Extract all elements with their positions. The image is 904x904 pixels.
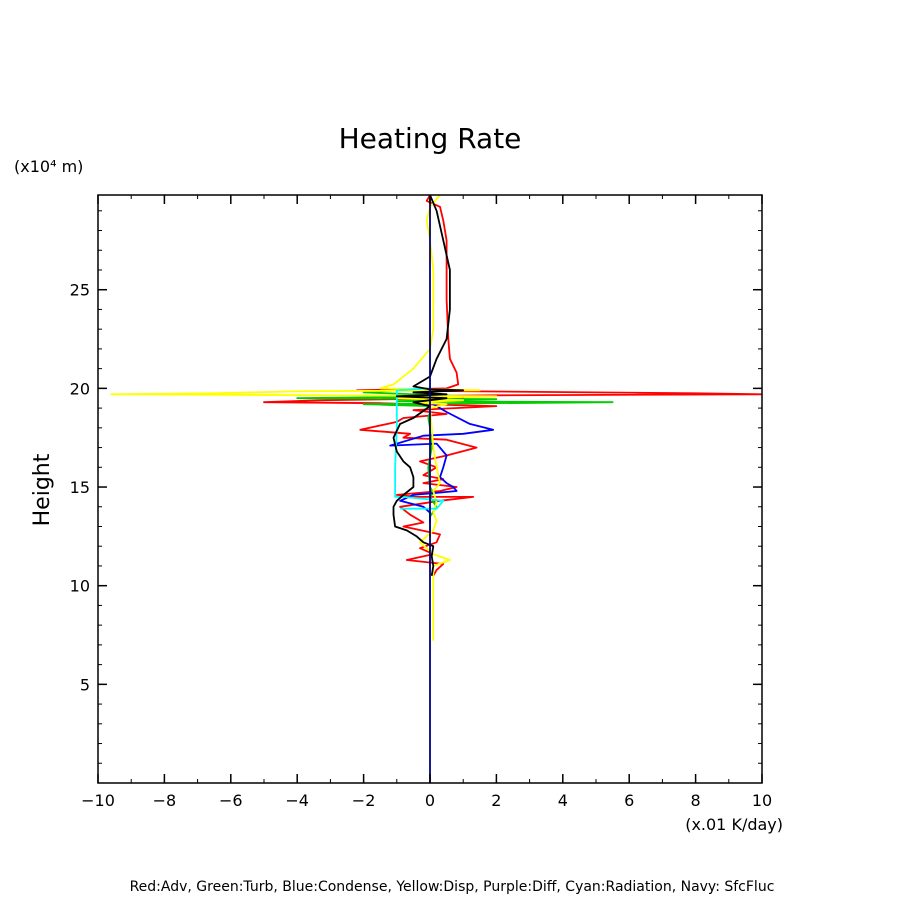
x-tick-label: 10 <box>752 791 772 810</box>
series-line-radiation <box>394 387 445 510</box>
y-tick-label: 15 <box>70 478 90 497</box>
x-tick-label: −8 <box>153 791 177 810</box>
y-tick-label: 5 <box>80 675 90 694</box>
y-axis-unit: (x10⁴ m) <box>14 157 83 176</box>
x-tick-label: 4 <box>558 791 568 810</box>
series-line-net <box>392 195 465 576</box>
x-axis-unit: (x.01 K/day) <box>685 815 783 834</box>
y-axis-label: Height <box>30 453 55 526</box>
legend-caption: Red:Adv, Green:Turb, Blue:Condense, Yell… <box>130 879 775 895</box>
x-tick-label: −4 <box>285 791 309 810</box>
axis-ticks: −10 −8 −6 −4 −2 0 2 4 6 8 10 5 10 15 20 25 <box>70 195 772 810</box>
series-line-disp <box>110 195 498 641</box>
y-tick-label: 25 <box>70 281 90 300</box>
series-line-condense <box>389 392 495 523</box>
x-tick-label: 2 <box>491 791 501 810</box>
x-tick-label: −10 <box>81 791 115 810</box>
y-tick-label: 20 <box>70 379 90 398</box>
series-layer <box>110 195 762 783</box>
x-tick-label: 0 <box>425 791 435 810</box>
series-line-turb <box>296 387 614 537</box>
series-line-adv <box>263 195 762 577</box>
x-tick-label: −6 <box>219 791 243 810</box>
x-tick-label: 8 <box>691 791 701 810</box>
chart-title: Heating Rate <box>339 122 522 155</box>
y-tick-label: 10 <box>70 577 90 596</box>
x-tick-label: 6 <box>624 791 634 810</box>
x-tick-label: −2 <box>352 791 376 810</box>
